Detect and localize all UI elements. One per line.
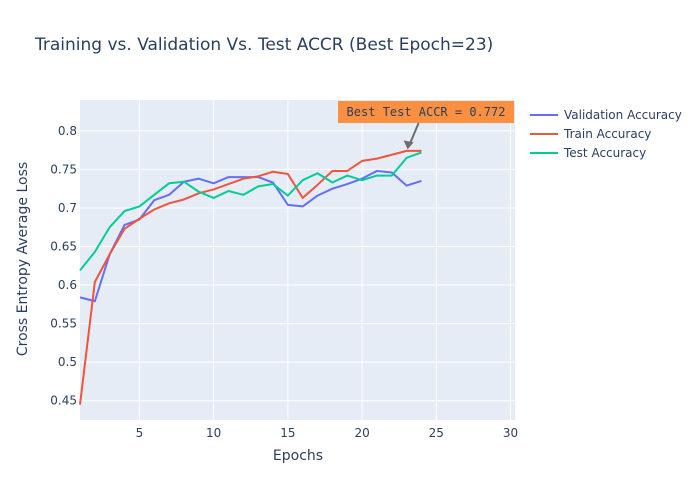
x-tick-label: 30 (503, 426, 518, 440)
x-tick-label: 20 (354, 426, 369, 440)
annotation-text: Best Test ACCR = 0.772 (347, 105, 506, 119)
y-tick-label: 0.55 (50, 317, 77, 331)
annotation-box (338, 101, 514, 123)
y-tick-label: 0.6 (58, 278, 77, 292)
annotation-arrow (408, 122, 420, 145)
y-tick-label: 0.7 (58, 201, 77, 215)
best-accuracy-annotation: Best Test ACCR = 0.772 (338, 101, 514, 150)
x-tick-label: 10 (206, 426, 221, 440)
series-lines (79, 149, 422, 405)
x-tick-label: 25 (429, 426, 444, 440)
y-tick-label: 0.45 (50, 394, 77, 408)
x-axis-title: Epochs (273, 448, 323, 464)
y-tick-label: 0.75 (50, 162, 77, 176)
legend-label: Test Accuracy (563, 146, 646, 160)
axis-ticks: 5 10 15 20 25 30 0.45 0.5 0.55 0.6 0.65 0.7 0.75 0.8 (50, 124, 518, 440)
legend: Validation Accuracy Train Accuracy Test Ac… (530, 108, 682, 160)
x-tick-label: 5 (136, 426, 144, 440)
grid-lines (80, 100, 515, 420)
y-tick-label: 0.5 (58, 355, 77, 369)
y-tick-label: 0.65 (50, 240, 77, 254)
y-axis-title: Cross Entropy Average Loss (15, 162, 31, 356)
series-line-2 (79, 151, 422, 272)
series-line-1 (79, 149, 422, 405)
plot-area (80, 100, 515, 420)
legend-label: Train Accuracy (563, 127, 651, 141)
y-tick-label: 0.8 (58, 124, 77, 138)
chart-title: Training vs. Validation Vs. Test ACCR (B… (34, 35, 493, 55)
legend-label: Validation Accuracy (564, 108, 682, 122)
x-tick-label: 15 (280, 426, 295, 440)
annotation-arrowhead (403, 140, 414, 150)
